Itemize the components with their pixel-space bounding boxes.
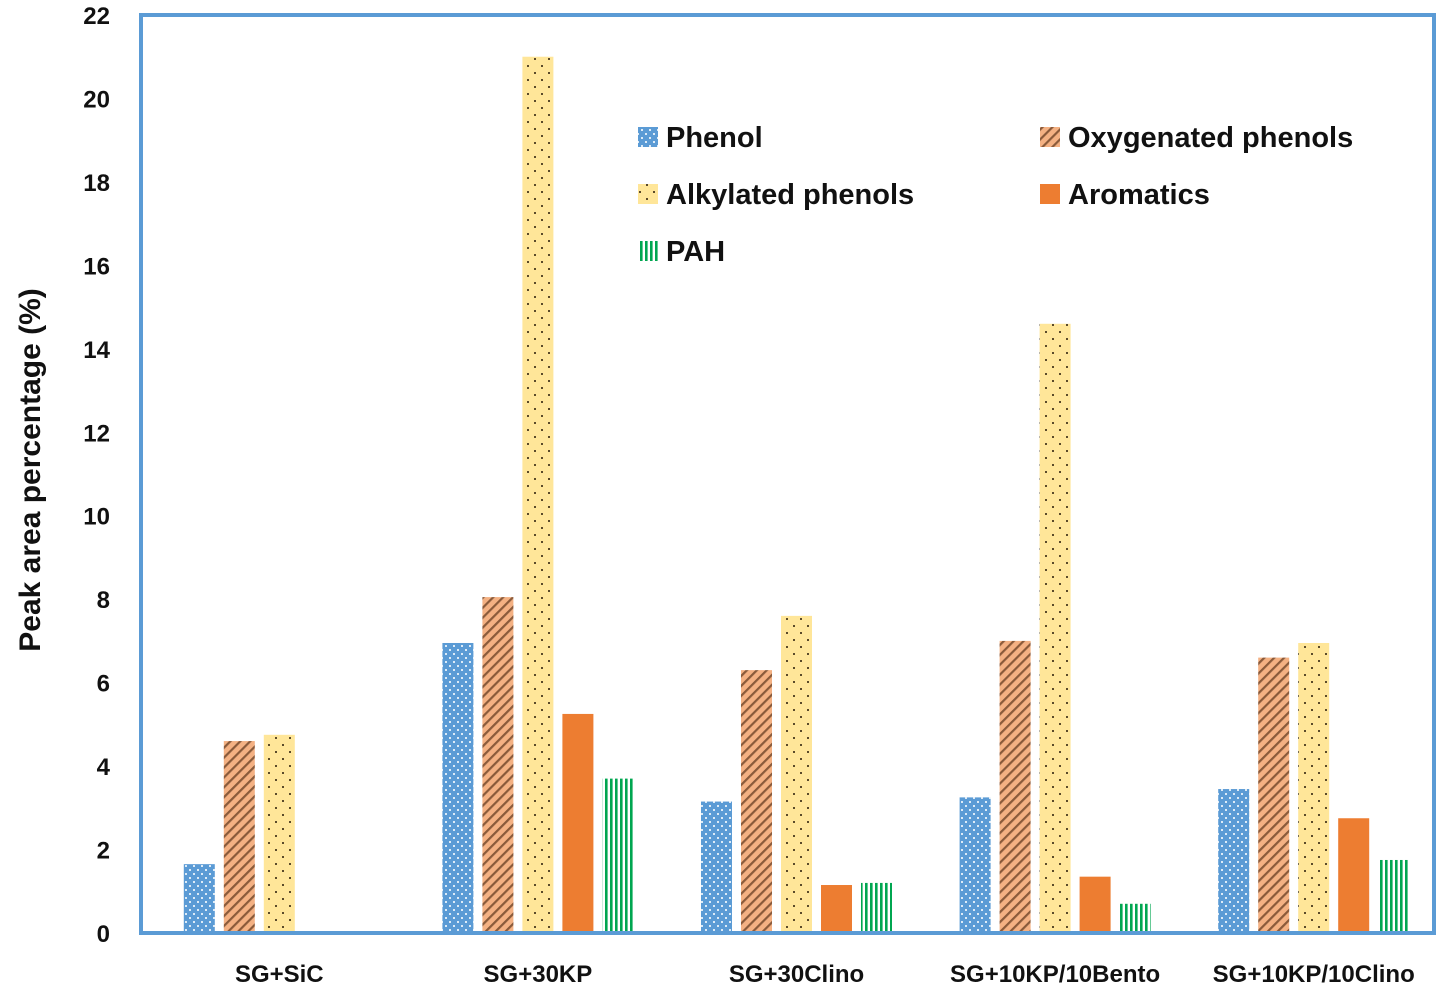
bar-alkylated-phenols-2 <box>781 615 812 933</box>
legend-swatch-alkylated-phenols <box>638 184 658 204</box>
legend-label: PAH <box>666 236 725 268</box>
bar-phenol-3 <box>959 797 991 933</box>
bar-oxygenated-phenols-4 <box>1258 657 1290 933</box>
bar-phenol-4 <box>1218 789 1250 933</box>
y-tick-label: 22 <box>83 3 110 30</box>
y-tick-label: 14 <box>83 337 110 364</box>
y-tick-label: 16 <box>83 253 110 280</box>
legend-swatch-aromatics <box>1040 184 1060 204</box>
bar-aromatics-4 <box>1338 818 1370 933</box>
x-category-label: SG+30Clino <box>729 961 864 988</box>
bar-aromatics-2 <box>821 885 852 933</box>
bars-group <box>183 56 1410 933</box>
bar-oxygenated-phenols-0 <box>223 741 255 933</box>
legend-swatch-oxygenated-phenols <box>1040 127 1060 147</box>
legend: Phenol Oxygenated phenols Alkylated phenol… <box>638 122 1353 268</box>
legend-swatch-phenol <box>638 127 658 147</box>
bar-pah-1 <box>602 778 634 933</box>
bar-oxygenated-phenols-2 <box>741 670 772 933</box>
bar-alkylated-phenols-1 <box>522 56 554 933</box>
y-tick-label: 0 <box>97 921 110 948</box>
bar-phenol-0 <box>183 864 215 933</box>
x-category-label: SG+SiC <box>235 961 324 988</box>
y-tick-label: 18 <box>83 170 110 197</box>
bar-pah-2 <box>861 882 892 933</box>
y-tick-label: 8 <box>97 587 110 614</box>
legend-swatch-pah <box>638 241 658 261</box>
y-tick-label: 2 <box>97 838 110 865</box>
bar-aromatics-1 <box>562 713 594 933</box>
legend-label: Aromatics <box>1068 179 1210 211</box>
legend-label: Oxygenated phenols <box>1068 122 1353 154</box>
bar-alkylated-phenols-3 <box>1039 323 1071 933</box>
bar-oxygenated-phenols-1 <box>482 597 514 933</box>
y-tick-label: 12 <box>83 420 110 447</box>
y-axis-ticks: 0 2 4 6 8 10 12 14 16 18 20 22 <box>83 3 110 948</box>
legend-label: Alkylated phenols <box>666 179 914 211</box>
x-category-label: SG+30KP <box>484 961 593 988</box>
x-axis-labels: SG+SiC SG+30KP SG+30Clino SG+10KP/10Bento SG… <box>235 961 1415 988</box>
bar-oxygenated-phenols-3 <box>999 640 1031 933</box>
bar-pah-4 <box>1378 859 1410 933</box>
bar-phenol-2 <box>701 801 732 933</box>
bar-pah-3 <box>1119 903 1151 933</box>
y-tick-label: 10 <box>83 504 110 531</box>
bar-alkylated-phenols-0 <box>263 734 295 933</box>
bar-alkylated-phenols-4 <box>1298 642 1330 933</box>
legend-label: Phenol <box>666 122 763 154</box>
y-tick-label: 20 <box>83 86 110 113</box>
bar-aromatics-3 <box>1079 876 1111 933</box>
x-category-label: SG+10KP/10Clino <box>1213 961 1415 988</box>
bar-phenol-1 <box>442 642 474 933</box>
y-axis-title: Peak area percentage (%) <box>14 288 47 652</box>
x-category-label: SG+10KP/10Bento <box>950 961 1160 988</box>
y-tick-label: 4 <box>97 754 111 781</box>
y-tick-label: 6 <box>97 671 110 698</box>
